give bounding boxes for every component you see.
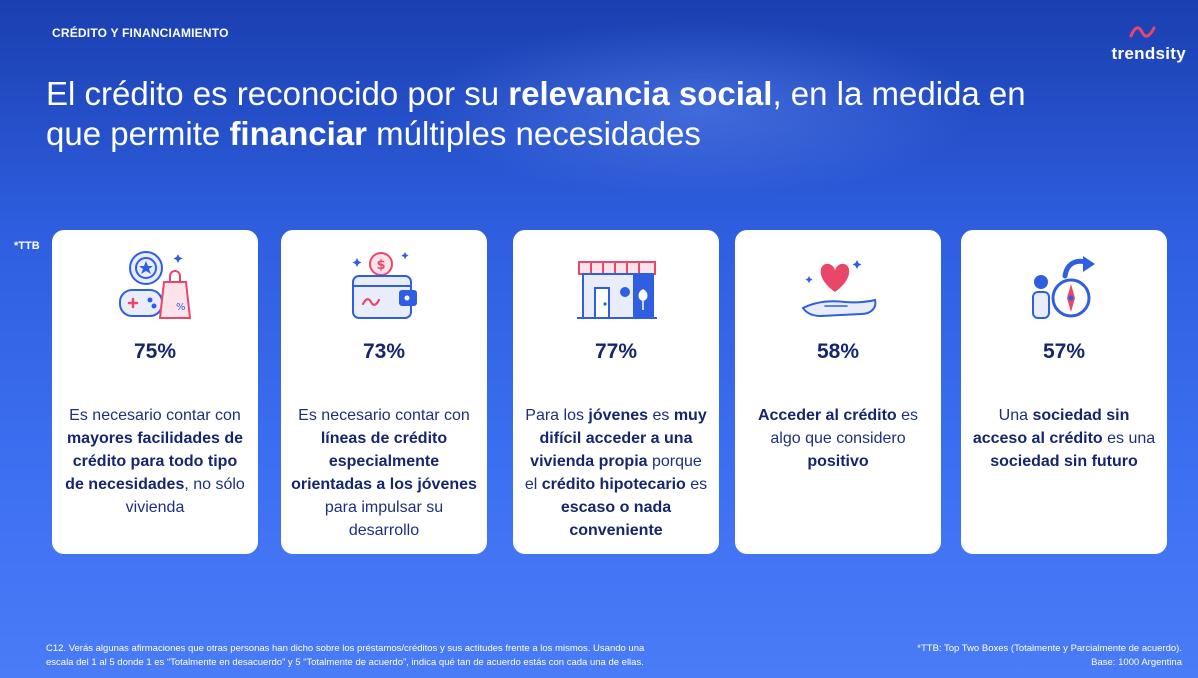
text: para impulsar su desarrollo	[324, 499, 444, 539]
bold-text: sociedad sin futuro	[990, 453, 1138, 470]
ttb-footnote: *TTB: Top Two Boxes (Totalmente y Parcia…	[802, 642, 1182, 670]
person-compass-icon	[1032, 256, 1095, 319]
bold-text: mayores facilidades de crédito para todo…	[65, 430, 244, 493]
stat-card-1: % 75% Es necesario contar con mayores fa…	[52, 230, 258, 554]
text: es	[648, 407, 674, 424]
stat-card-4: 58% Acceder al crédito es algo que consi…	[735, 230, 941, 554]
text: , en la medida en que permite	[46, 75, 1026, 152]
stat-description: Una sociedad sin acceso al crédito es un…	[971, 404, 1157, 473]
text: es algo que considero	[770, 407, 919, 447]
stat-percent: 57%	[1042, 340, 1086, 363]
stat-description: Es necesario contar con mayores facilida…	[62, 404, 248, 519]
stat-percent: 73%	[362, 340, 406, 363]
svg-text:%: %	[176, 302, 186, 313]
heart-hand-icon	[801, 260, 877, 318]
text: Es necesario contar con	[298, 407, 470, 424]
stat-card-5: 57% Una sociedad sin acceso al crédito e…	[961, 230, 1167, 554]
bold-text: sociedad sin acceso al crédito	[972, 407, 1130, 447]
bold-text: escaso o nada conveniente	[560, 499, 672, 539]
stat-card-2: $ 73% Es necesario contar con líneas de …	[281, 230, 487, 554]
ttb-definition: *TTB: Top Two Boxes (Totalmente y Parcia…	[917, 643, 1182, 654]
bold-text: relevancia social	[508, 75, 773, 112]
page-title: El crédito es reconocido por su relevanc…	[46, 74, 1066, 154]
ttb-mark: *TTB	[14, 240, 40, 252]
bold-text: muy difícil acceder a una vivienda propi…	[530, 407, 707, 470]
stat-card-3: 77% Para los jóvenes es muy difícil acce…	[513, 230, 719, 554]
text: múltiples necesidades	[366, 115, 701, 152]
bold-text: financiar	[229, 115, 367, 152]
bold-text: crédito hipotecario	[541, 476, 686, 493]
house-store-icon	[577, 261, 657, 319]
text: , no sólo vivienda	[125, 476, 245, 516]
stat-percent: 58%	[816, 340, 860, 363]
wave-logo-icon	[1129, 26, 1156, 38]
text: Para los	[525, 407, 589, 424]
bold-text: Acceder al crédito	[757, 407, 897, 424]
bold-text: jóvenes	[588, 407, 649, 424]
text: es una	[1102, 430, 1156, 447]
text: porque el	[524, 453, 702, 493]
text: Es necesario contar con	[69, 407, 241, 424]
text: Una	[998, 407, 1033, 424]
text: El crédito es reconocido por su	[46, 75, 509, 112]
question-line-1: C12. Verás algunas afirmaciones que otra…	[46, 643, 645, 654]
stat-description: Para los jóvenes es muy difícil acceder …	[523, 404, 709, 542]
section-label: CRÉDITO Y FINANCIAMIENTO	[52, 26, 229, 40]
stat-description: Acceder al crédito es algo que considero…	[745, 404, 931, 473]
brand-logo: trendsity	[1076, 24, 1186, 84]
question-line-2: escala del 1 al 5 donde 1 es “Totalmente…	[46, 657, 644, 668]
stat-description: Es necesario contar con líneas de crédit…	[291, 404, 477, 542]
text: es	[685, 476, 708, 493]
sample-base: Base: 1000 Argentina	[1091, 657, 1182, 668]
stat-percent: 75%	[133, 340, 177, 363]
bold-text: positivo	[807, 453, 869, 470]
shopping-gaming-icon: %	[119, 251, 192, 319]
brand-name: trendsity	[1111, 44, 1186, 63]
bold-text: líneas de crédito especialmente orientad…	[291, 430, 477, 493]
stat-percent: 77%	[594, 340, 638, 363]
question-footnote: C12. Verás algunas afirmaciones que otra…	[46, 642, 806, 670]
wallet-coin-icon: $	[352, 252, 417, 319]
svg-text:$: $	[377, 258, 386, 273]
